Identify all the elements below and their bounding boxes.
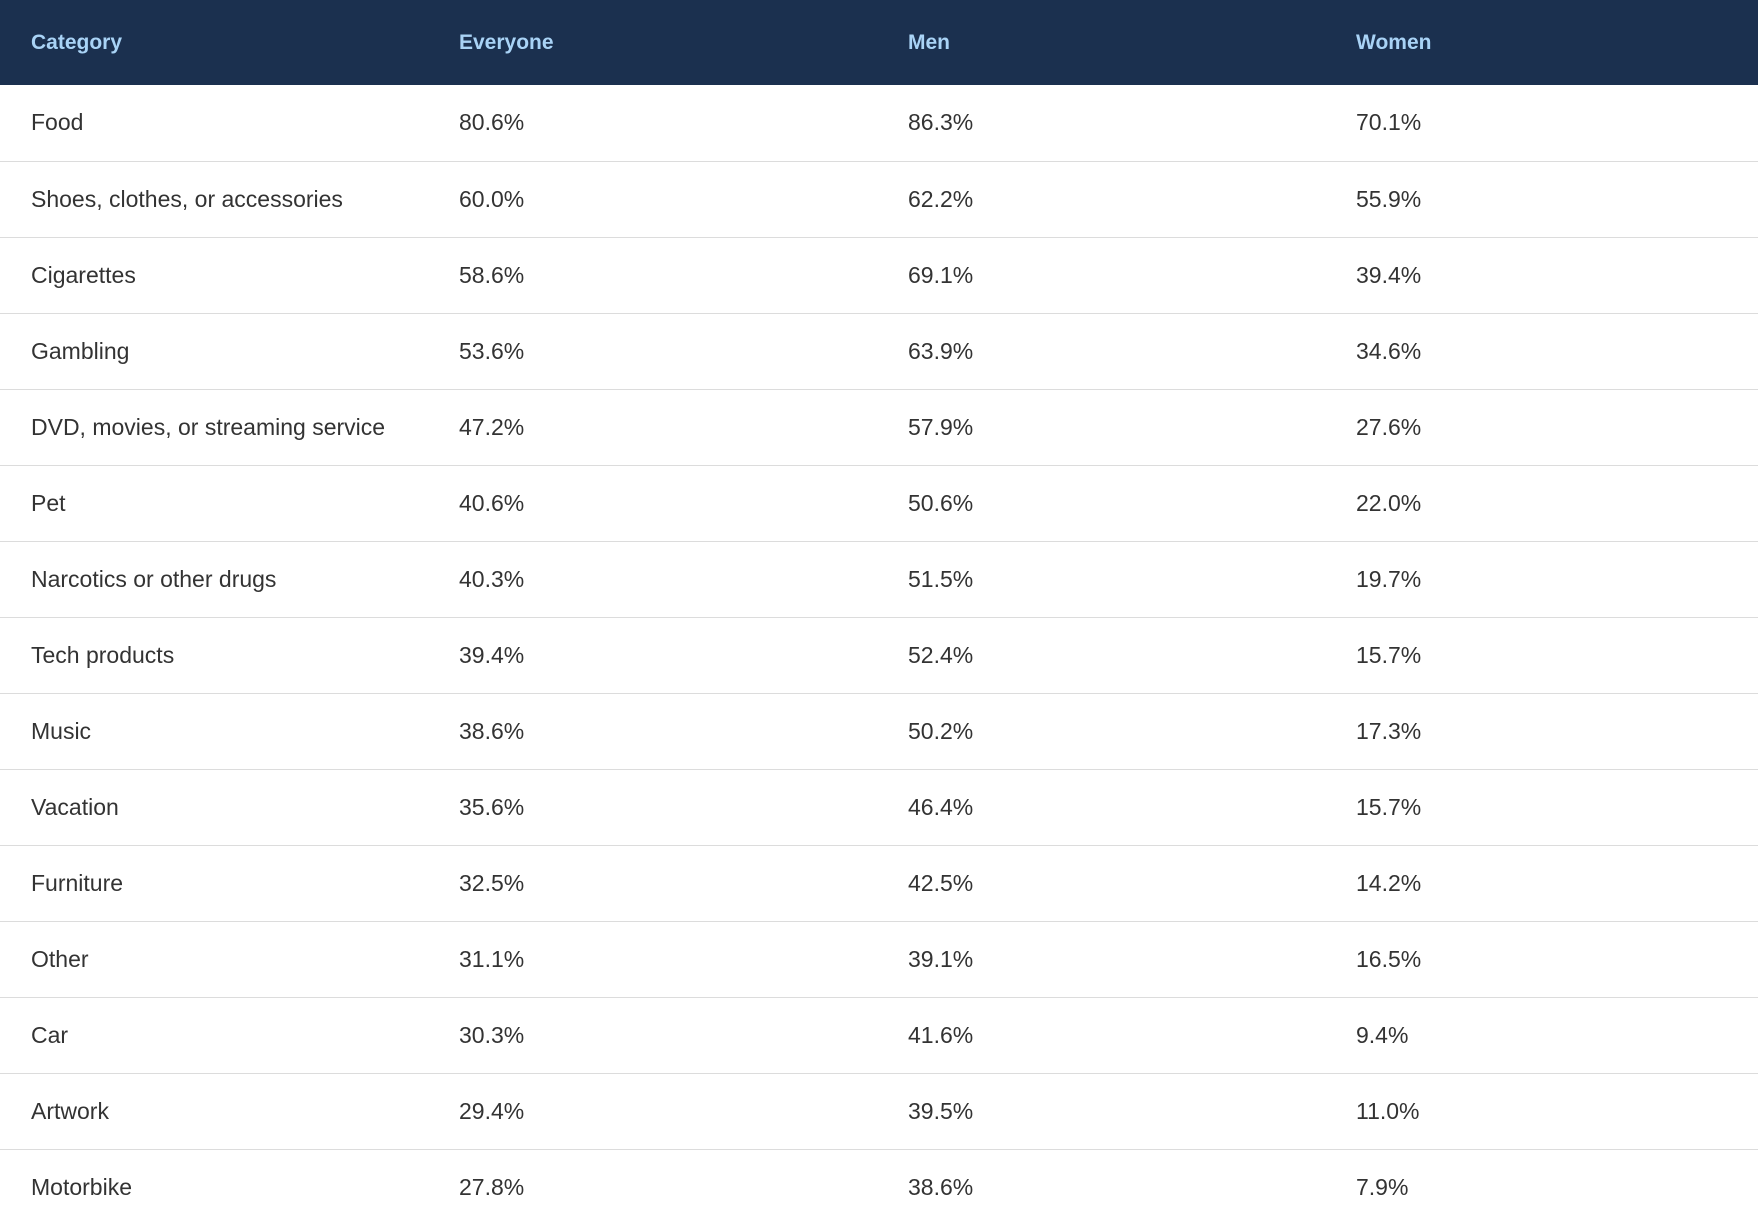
cell-women: 22.0% [1356, 489, 1422, 516]
cell-men: 42.5% [908, 869, 974, 896]
cell-women: 7.9% [1356, 1173, 1409, 1200]
cell-women: 9.4% [1356, 1021, 1409, 1048]
cell-men: 57.9% [908, 413, 974, 440]
column-header-women: Women [1356, 30, 1432, 54]
column-header-men: Men [908, 30, 950, 54]
cell-men: 86.3% [908, 109, 974, 136]
cell-men: 62.2% [908, 185, 974, 212]
cell-men: 46.4% [908, 793, 974, 820]
cell-men: 69.1% [908, 261, 974, 288]
cell-everyone: 31.1% [459, 945, 525, 972]
cell-category: Pet [31, 489, 66, 516]
column-header-category: Category [31, 30, 123, 54]
table-row: Tech products 39.4% 52.4% 15.7% [0, 617, 1758, 693]
cell-everyone: 40.6% [459, 489, 525, 516]
table-body: Food 80.6% 86.3% 70.1% Shoes, clothes, o… [0, 85, 1758, 1214]
table-row: Music 38.6% 50.2% 17.3% [0, 693, 1758, 769]
cell-category: DVD, movies, or streaming service [31, 413, 386, 440]
table-row: Motorbike 27.8% 38.6% 7.9% [0, 1149, 1758, 1214]
cell-women: 19.7% [1356, 565, 1422, 592]
table-row: Gambling 53.6% 63.9% 34.6% [0, 313, 1758, 389]
cell-men: 63.9% [908, 337, 974, 364]
cell-everyone: 80.6% [459, 109, 525, 136]
table-row: Cigarettes 58.6% 69.1% 39.4% [0, 237, 1758, 313]
cell-category: Narcotics or other drugs [31, 565, 277, 592]
cell-everyone: 53.6% [459, 337, 525, 364]
cell-women: 14.2% [1356, 869, 1422, 896]
cell-everyone: 32.5% [459, 869, 525, 896]
cell-category: Gambling [31, 337, 130, 364]
table-row: DVD, movies, or streaming service 47.2% … [0, 389, 1758, 465]
cell-men: 50.2% [908, 717, 974, 744]
cell-everyone: 38.6% [459, 717, 525, 744]
header-row: Category Everyone Men Women [0, 0, 1758, 85]
cell-everyone: 47.2% [459, 413, 525, 440]
table-row: Pet 40.6% 50.6% 22.0% [0, 465, 1758, 541]
cell-category: Other [31, 945, 89, 972]
cell-category: Cigarettes [31, 261, 136, 288]
cell-category: Artwork [31, 1097, 109, 1124]
cell-women: 11.0% [1356, 1097, 1420, 1124]
cell-category: Tech products [31, 641, 175, 668]
table-row: Narcotics or other drugs 40.3% 51.5% 19.… [0, 541, 1758, 617]
cell-women: 15.7% [1356, 641, 1422, 668]
cell-men: 39.5% [908, 1097, 974, 1124]
cell-men: 52.4% [908, 641, 974, 668]
cell-everyone: 39.4% [459, 641, 525, 668]
cell-category: Furniture [31, 869, 124, 896]
cell-women: 27.6% [1356, 413, 1422, 440]
cell-women: 16.5% [1356, 945, 1422, 972]
cell-everyone: 60.0% [459, 185, 525, 212]
cell-women: 70.1% [1356, 109, 1422, 136]
cell-category: Vacation [31, 793, 119, 820]
table-row: Furniture 32.5% 42.5% 14.2% [0, 845, 1758, 921]
cell-men: 50.6% [908, 489, 974, 516]
cell-everyone: 29.4% [459, 1097, 525, 1124]
table-header: Category Everyone Men Women [0, 0, 1758, 85]
table-row: Vacation 35.6% 46.4% 15.7% [0, 769, 1758, 845]
cell-category: Car [31, 1021, 69, 1048]
table-row: Artwork 29.4% 39.5% 11.0% [0, 1073, 1758, 1149]
column-header-everyone: Everyone [459, 30, 554, 54]
cell-women: 34.6% [1356, 337, 1422, 364]
table-row: Other 31.1% 39.1% 16.5% [0, 921, 1758, 997]
cell-men: 39.1% [908, 945, 974, 972]
table-row: Food 80.6% 86.3% 70.1% [0, 85, 1758, 161]
cell-everyone: 58.6% [459, 261, 525, 288]
cell-women: 17.3% [1356, 717, 1422, 744]
cell-men: 38.6% [908, 1173, 974, 1200]
cell-everyone: 40.3% [459, 565, 525, 592]
cell-women: 15.7% [1356, 793, 1422, 820]
cell-everyone: 30.3% [459, 1021, 525, 1048]
cell-women: 55.9% [1356, 185, 1422, 212]
cell-everyone: 27.8% [459, 1173, 525, 1200]
table-row: Car 30.3% 41.6% 9.4% [0, 997, 1758, 1073]
cell-category: Food [31, 109, 84, 136]
cell-men: 41.6% [908, 1021, 974, 1048]
cell-men: 51.5% [908, 565, 974, 592]
cell-everyone: 35.6% [459, 793, 525, 820]
table-row: Shoes, clothes, or accessories 60.0% 62.… [0, 161, 1758, 237]
cell-category: Music [31, 717, 92, 744]
cell-category: Shoes, clothes, or accessories [31, 185, 343, 212]
cell-women: 39.4% [1356, 261, 1422, 288]
cell-category: Motorbike [31, 1173, 132, 1200]
